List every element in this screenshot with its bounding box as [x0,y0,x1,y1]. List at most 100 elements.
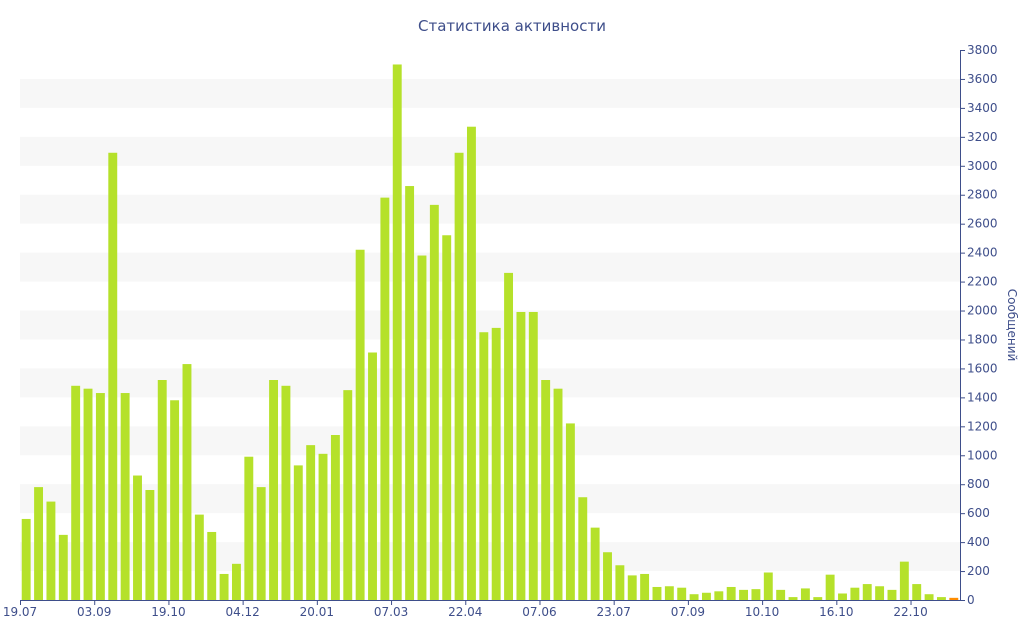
bar [875,586,885,600]
bar [528,311,538,600]
bar [83,388,93,600]
bar [838,593,847,600]
y-tick-label: 200 [967,564,990,578]
bar [751,589,761,600]
bar [429,204,439,600]
y-tick-label: 1800 [967,332,998,346]
grid-bands [20,78,960,572]
bar [652,586,662,600]
bar [504,272,514,600]
bar [739,589,749,600]
bar [516,311,526,600]
bar [590,527,600,600]
x-tick-label: 10.10 [745,605,779,619]
bar [565,423,575,600]
bar [899,561,909,600]
y-tick-label: 1000 [967,448,998,462]
bar [58,534,68,600]
bar [887,589,897,600]
y-tick-label: 3800 [967,43,998,57]
bar [318,453,328,600]
y-tick-label: 2800 [967,188,998,202]
y-tick-label: 2600 [967,217,998,231]
y-tick-label: 2400 [967,246,998,260]
x-tick-label: 04.12 [225,605,259,619]
y-tick-label: 3400 [967,101,998,115]
bar [466,126,476,601]
bar [936,597,946,600]
chart-title: Статистика активности [418,17,606,35]
bar [231,563,241,600]
bar [21,518,31,600]
bar [293,465,303,600]
bar [355,249,365,601]
grid-band [20,368,960,398]
y-axis-title: Сообщений [1005,289,1019,362]
grid-band [20,310,960,340]
bar [244,456,254,600]
x-tick-label: 07.09 [671,605,705,619]
bar [442,235,452,600]
bar [368,352,377,600]
x-axis-labels: 19.07 03.09 19.10 04.12 20.01 07.03 22.04 07.06… [3,605,928,619]
bar [640,573,650,600]
bar [603,552,612,600]
y-tick-label: 2000 [967,304,998,318]
bar [380,197,390,600]
bar [405,186,415,601]
x-tick-label: 03.09 [77,605,111,619]
bar [726,586,736,600]
y-tick-label: 1400 [967,390,998,404]
bar [306,445,316,600]
bar [256,487,266,600]
y-tick-label: 1600 [967,361,998,375]
bar [578,497,588,600]
y-tick-label: 400 [967,535,990,549]
grid-band [20,252,960,282]
bar [541,380,551,600]
bar [776,589,786,600]
bar [330,435,340,600]
bar [825,574,835,600]
bar [714,591,724,600]
y-tick-label: 3200 [967,130,998,144]
bar [689,594,699,600]
bar [553,388,563,600]
bar [120,393,130,600]
bar [182,364,192,600]
y-tick-label: 0 [967,593,975,607]
bar [800,588,810,600]
x-tick-label: 20.01 [300,605,334,619]
bar [95,393,105,600]
y-tick-label: 800 [967,477,990,491]
grid-band [20,78,960,108]
bar [170,400,180,600]
bar [627,575,637,600]
bar [46,501,56,600]
bar [912,584,922,600]
x-tick-label: 19.10 [151,605,185,619]
y-tick-label: 3000 [967,159,998,173]
bar [813,597,823,600]
x-tick-label: 16.10 [819,605,853,619]
bar [949,597,959,600]
bar [862,584,872,600]
bar [615,565,625,600]
x-tick-label: 07.03 [374,605,408,619]
bar [71,385,81,600]
y-tick-label: 600 [967,506,990,520]
y-tick-label: 2200 [967,275,998,289]
x-tick-label: 07.06 [522,605,556,619]
bar [491,327,501,600]
bar [788,597,798,600]
bar [269,380,279,600]
x-tick-label: 19.07 [3,605,37,619]
bar [479,332,489,600]
x-tick-label: 22.10 [893,605,927,619]
grid-band [20,136,960,166]
y-axis-labels: 0 200 400 600 800 1000 1200 1400 1600 1800 2000 220… [967,43,998,607]
bar [392,64,402,601]
bar [133,475,142,600]
